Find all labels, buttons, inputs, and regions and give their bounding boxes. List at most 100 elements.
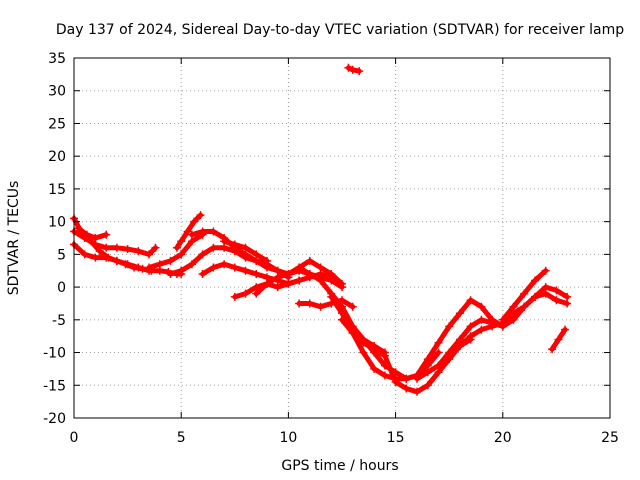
- data-point: [123, 245, 132, 254]
- data-point: [348, 65, 357, 74]
- data-series: [70, 63, 572, 396]
- data-point: [434, 361, 443, 370]
- y-tick-label: 5: [57, 247, 66, 263]
- data-point: [402, 384, 411, 393]
- data-point: [413, 374, 421, 383]
- data-point: [370, 342, 379, 350]
- data-point: [134, 247, 143, 256]
- series-track-g: [172, 211, 205, 252]
- data-point: [209, 263, 218, 272]
- data-point: [563, 299, 572, 308]
- data-point: [74, 224, 83, 233]
- data-point: [423, 381, 432, 390]
- data-point: [177, 250, 186, 259]
- x-tick-label: 20: [494, 430, 512, 446]
- series-track-s: [434, 315, 507, 370]
- series-track-p: [338, 315, 475, 396]
- axis-ticks: 0 5 10 15 20 25 -20 -15 -10 -5 0 5 10 15 20 25 30 35: [43, 51, 619, 446]
- data-point: [554, 335, 563, 344]
- data-point: [187, 230, 196, 239]
- data-point: [196, 211, 205, 220]
- data-point: [305, 256, 314, 265]
- data-point: [209, 243, 218, 252]
- data-point: [220, 260, 229, 269]
- data-point: [198, 250, 207, 259]
- data-point: [413, 387, 421, 396]
- data-point: [561, 325, 569, 334]
- data-point: [520, 302, 529, 311]
- data-point: [348, 302, 357, 311]
- data-point: [102, 243, 111, 252]
- data-point: [380, 348, 389, 357]
- data-point: [355, 67, 364, 76]
- series-track-t: [498, 266, 550, 324]
- data-point: [209, 227, 218, 236]
- data-point: [520, 289, 529, 298]
- data-point: [166, 270, 175, 278]
- data-point: [151, 243, 160, 252]
- data-point: [380, 371, 389, 380]
- data-point: [305, 299, 314, 308]
- chart-title: Day 137 of 2024, Sidereal Day-to-day VTE…: [56, 22, 624, 38]
- data-point: [541, 289, 550, 298]
- y-tick-label: 20: [48, 149, 66, 165]
- data-point: [273, 273, 282, 282]
- series-track-w: [344, 63, 364, 76]
- series-line: [350, 330, 388, 355]
- data-point: [445, 322, 454, 331]
- data-point: [316, 276, 325, 285]
- y-tick-label: 35: [48, 51, 66, 67]
- data-point: [145, 263, 153, 272]
- data-point: [327, 292, 336, 301]
- data-point: [402, 374, 411, 383]
- series-track-r: [413, 283, 572, 383]
- data-point: [102, 253, 111, 262]
- data-point: [241, 243, 250, 252]
- y-tick-label: -5: [52, 313, 66, 329]
- data-point: [145, 250, 153, 259]
- data-point: [316, 263, 325, 272]
- data-point: [172, 243, 181, 252]
- y-tick-label: -10: [43, 346, 66, 362]
- y-tick-label: 10: [48, 215, 66, 231]
- data-point: [391, 378, 400, 386]
- data-point: [359, 335, 368, 344]
- series-track-v: [548, 325, 569, 354]
- data-point: [123, 260, 132, 269]
- data-point: [316, 302, 325, 311]
- data-point: [273, 283, 282, 292]
- y-tick-label: 25: [48, 116, 66, 132]
- series-line: [168, 245, 291, 280]
- data-point: [552, 286, 561, 295]
- data-point: [509, 315, 518, 324]
- data-point: [327, 270, 336, 278]
- data-point: [80, 250, 89, 259]
- series-track-u: [498, 289, 572, 331]
- data-point: [183, 227, 192, 236]
- data-point: [548, 345, 557, 354]
- series-track-c: [70, 240, 153, 275]
- plot-frame: [73, 57, 611, 419]
- data-point: [241, 266, 250, 275]
- data-point: [166, 256, 175, 265]
- data-point: [477, 325, 486, 334]
- y-tick-label: -15: [43, 378, 66, 394]
- data-point: [177, 237, 186, 246]
- data-point: [102, 230, 111, 239]
- data-point: [198, 270, 207, 278]
- data-point: [338, 279, 346, 288]
- x-axis-label: GPS time / hours: [281, 458, 398, 474]
- x-tick-label: 25: [601, 430, 619, 446]
- x-tick-label: 15: [387, 430, 405, 446]
- data-point: [477, 302, 486, 311]
- data-point: [434, 338, 443, 347]
- data-point: [82, 230, 91, 239]
- data-point: [531, 292, 539, 301]
- data-point: [112, 256, 121, 265]
- x-tick-label: 10: [279, 430, 297, 446]
- data-point: [423, 368, 432, 377]
- data-point: [91, 234, 100, 242]
- data-point: [488, 319, 497, 328]
- data-point: [252, 250, 261, 259]
